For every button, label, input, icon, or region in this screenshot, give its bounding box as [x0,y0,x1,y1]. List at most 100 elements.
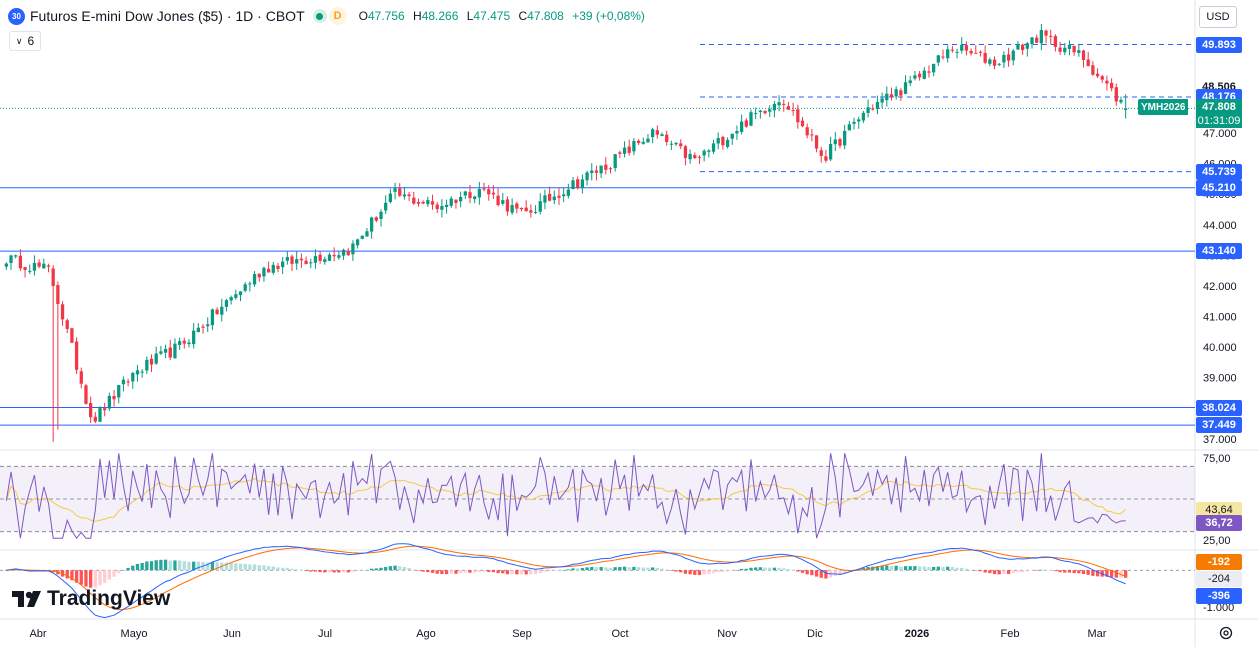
macd-histogram-bar [243,563,247,571]
candle-body [749,112,753,126]
macd-histogram-bar [430,570,435,573]
macd-histogram-bar [1109,570,1114,577]
macd-histogram-bar [580,567,585,571]
macd-histogram-bar [632,566,636,571]
candle-body [23,267,27,270]
candle-body [618,152,622,154]
candle-body [37,262,41,267]
macd-histogram-bar [407,568,411,571]
macd-histogram-bar [618,566,622,571]
candle-body [1049,35,1053,37]
macd-histogram-bar [885,565,889,571]
macd-histogram-bar [1086,570,1090,575]
macd-histogram-bar [604,567,608,571]
macd-histogram-bar [983,570,987,573]
candle-body [309,262,313,264]
candle-body [266,268,271,273]
candle-body [585,172,589,181]
collapse-indicators-button[interactable]: ∨ 6 [9,31,41,51]
macd-histogram-bar [693,570,697,575]
macd-histogram-bar [463,570,467,573]
candle-body [234,294,238,298]
candle-body [580,179,585,189]
level-price-label: 37.449 [1196,417,1242,434]
macd-histogram-bar [805,570,809,575]
macd-histogram-bar [327,570,332,573]
delayed-data-icon[interactable]: D [328,7,347,25]
candle-body [665,134,669,143]
candle-body [955,51,959,53]
candle-body [810,134,814,136]
candle-body [374,217,378,221]
candle-body [880,98,884,103]
candle-body [814,135,819,149]
macd-histogram-bar [857,569,861,571]
candle-body [543,195,547,203]
macd-histogram-bar [70,570,74,581]
rsi-tick-label: 75,00 [1203,453,1231,465]
candle-body [786,106,791,110]
macd-histogram-bar [1016,570,1020,573]
candle-body [857,119,861,122]
macd-histogram-bar [880,565,884,571]
candle-body [135,370,140,375]
macd-histogram-bar [121,570,126,571]
candle-body [515,203,519,209]
candle-body [697,156,702,158]
currency-selector[interactable]: USD [1199,6,1237,28]
macd-histogram-bar [309,570,313,572]
candle-body [613,154,617,169]
candle-body [430,201,435,205]
candle-body [960,44,964,51]
market-open-icon[interactable] [312,9,327,23]
candle-body [262,267,266,277]
macd-histogram-bar [168,560,172,571]
candle-body [192,330,196,345]
candle-body [196,327,200,333]
macd-histogram-bar [1011,570,1015,574]
macd-histogram-bar [444,570,449,575]
symbol-badge-icon: 30 [8,7,25,25]
x-axis-label: Nov [717,628,737,640]
rsi-ma-label: 43,64 [1196,502,1242,519]
candle-body [215,309,219,314]
candle-body [281,261,285,268]
rsi-value-label: 36,72 [1196,514,1242,531]
close-value: 47.808 [527,9,564,23]
candle-body [875,101,880,109]
tradingview-logo[interactable]: TradingView [12,587,170,611]
macd-histogram-bar [149,561,154,571]
candle-body [79,371,83,384]
candle-body [290,256,294,264]
macd-histogram-bar [196,561,200,571]
macd-histogram-bar [1053,570,1058,572]
candle-body [140,371,144,373]
macd-histogram-bar [622,566,627,571]
candle-body [758,110,762,112]
symbol-title[interactable]: Futuros E-mini Dow Jones ($5) · 1D · CBO… [30,8,305,24]
macd-histogram-bar [833,570,837,576]
macd-histogram-bar [936,566,940,571]
candle-body [978,51,983,53]
macd-histogram-bar [187,561,191,571]
macd-histogram-bar [384,567,388,571]
candle-body [1035,37,1039,43]
candle-body [163,348,168,353]
candle-body [683,146,688,158]
macd-histogram-bar [1006,570,1011,574]
x-axis-label: Abr [29,628,46,640]
candle-body [323,259,327,262]
candle-body [725,139,730,147]
settings-gear-icon[interactable] [1216,623,1236,643]
candle-body [571,180,575,189]
macd-histogram-bar [206,562,210,571]
macd-histogram-bar [922,566,926,571]
macd-histogram-bar [660,568,664,571]
candle-body [866,107,870,113]
macd-histogram-bar [519,570,524,575]
candle-body [1091,65,1095,75]
macd-histogram-bar [711,570,716,574]
macd-histogram-bar [908,566,912,571]
macd-histogram-bar [946,566,950,571]
